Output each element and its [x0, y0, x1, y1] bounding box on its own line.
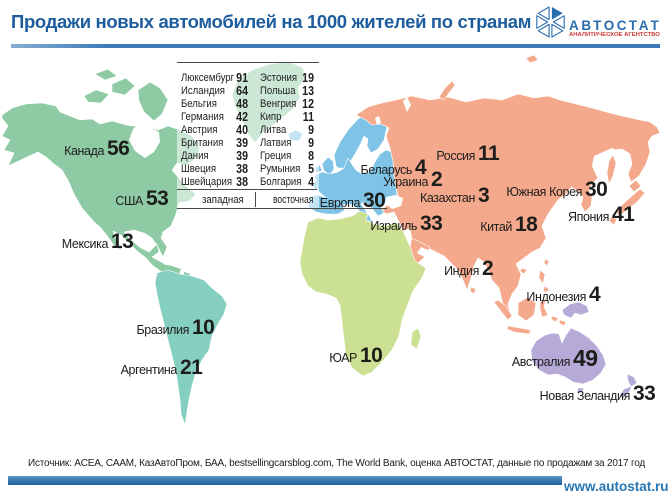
- svg-text:Россия: Россия: [436, 149, 475, 163]
- svg-text:21: 21: [180, 356, 203, 379]
- svg-text:13: 13: [111, 230, 133, 253]
- svg-text:Южная Корея: Южная Корея: [506, 185, 582, 199]
- svg-text:56: 56: [107, 137, 129, 160]
- svg-text:2: 2: [482, 257, 493, 280]
- svg-text:Австралия: Австралия: [512, 355, 570, 369]
- svg-text:Китай: Китай: [480, 220, 512, 234]
- svg-text:Казахстан: Казахстан: [420, 191, 475, 205]
- svg-text:США: США: [115, 194, 144, 208]
- svg-text:Новая Зеландия: Новая Зеландия: [540, 389, 630, 403]
- svg-text:Бразилия: Бразилия: [136, 323, 189, 337]
- svg-text:Аргентина: Аргентина: [121, 363, 178, 377]
- svg-text:11: 11: [478, 142, 500, 165]
- svg-text:49: 49: [573, 345, 598, 371]
- svg-text:Индия: Индия: [444, 264, 479, 278]
- svg-text:ЮАР: ЮАР: [329, 351, 357, 365]
- svg-text:41: 41: [612, 203, 635, 226]
- svg-text:4: 4: [415, 156, 427, 179]
- svg-text:10: 10: [192, 316, 214, 339]
- svg-text:10: 10: [360, 344, 382, 367]
- svg-text:Япония: Япония: [568, 210, 609, 224]
- svg-text:Израиль: Израиль: [370, 219, 417, 233]
- svg-text:53: 53: [146, 187, 168, 210]
- svg-text:Канада: Канада: [64, 144, 104, 158]
- svg-text:18: 18: [515, 213, 538, 236]
- svg-text:2: 2: [431, 168, 442, 191]
- svg-text:Мексика: Мексика: [62, 237, 109, 251]
- svg-text:33: 33: [420, 212, 442, 235]
- svg-text:30: 30: [363, 189, 385, 212]
- svg-text:30: 30: [585, 178, 607, 201]
- svg-text:33: 33: [633, 382, 655, 405]
- svg-text:3: 3: [478, 184, 489, 207]
- svg-text:Индонезия: Индонезия: [526, 290, 586, 304]
- svg-text:4: 4: [589, 283, 601, 306]
- svg-text:Украина: Украина: [383, 175, 428, 189]
- svg-text:Беларусь: Беларусь: [361, 163, 412, 177]
- svg-text:Европа: Европа: [320, 196, 361, 210]
